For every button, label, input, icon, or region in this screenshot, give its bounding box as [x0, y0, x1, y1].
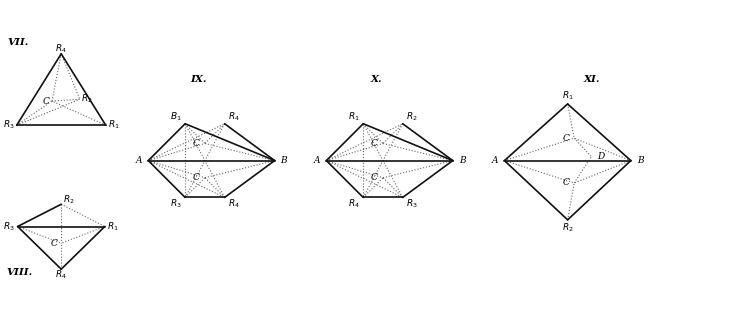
Text: $R_{2}$: $R_{2}$ — [406, 111, 418, 123]
Text: $R_{3}$: $R_{3}$ — [4, 119, 15, 131]
Text: C: C — [563, 134, 570, 143]
Text: $R_{3}$: $R_{3}$ — [406, 198, 418, 210]
Text: $R_{4}$: $R_{4}$ — [228, 111, 240, 123]
Text: $R_{1}$: $R_{1}$ — [562, 90, 574, 102]
Text: $R_{2}$: $R_{2}$ — [63, 193, 74, 206]
Text: $R_{1}$: $R_{1}$ — [108, 220, 119, 233]
Text: C: C — [50, 239, 57, 248]
Text: XI.: XI. — [584, 75, 600, 85]
Text: IX.: IX. — [190, 75, 207, 85]
Text: A: A — [136, 156, 142, 165]
Text: $R_{4}$: $R_{4}$ — [55, 43, 68, 55]
Text: C: C — [563, 178, 570, 188]
Text: C: C — [370, 139, 377, 148]
Text: $R_{3}$: $R_{3}$ — [4, 220, 15, 233]
Text: C: C — [192, 173, 199, 182]
Text: A: A — [492, 156, 499, 165]
Text: B: B — [280, 156, 287, 165]
Text: VII.: VII. — [7, 38, 29, 47]
Text: VIII.: VIII. — [7, 268, 33, 277]
Text: D: D — [597, 152, 604, 161]
Text: $R_{1}$: $R_{1}$ — [348, 111, 360, 123]
Text: B: B — [637, 156, 643, 165]
Text: C: C — [192, 139, 199, 148]
Text: X.: X. — [371, 75, 382, 85]
Text: B: B — [459, 156, 465, 165]
Text: C: C — [43, 97, 50, 106]
Text: $R_{4}$: $R_{4}$ — [348, 198, 360, 210]
Text: $R_{4}$: $R_{4}$ — [228, 198, 240, 210]
Text: $B_{1}$: $B_{1}$ — [170, 111, 182, 123]
Text: $R_{4}$: $R_{4}$ — [55, 268, 68, 281]
Text: C: C — [370, 173, 377, 182]
Text: $R_{2}$: $R_{2}$ — [82, 93, 93, 106]
Text: A: A — [314, 156, 321, 165]
Text: $R_{3}$: $R_{3}$ — [170, 198, 182, 210]
Text: $R_{1}$: $R_{1}$ — [108, 119, 120, 131]
Text: $R_{2}$: $R_{2}$ — [562, 221, 574, 234]
